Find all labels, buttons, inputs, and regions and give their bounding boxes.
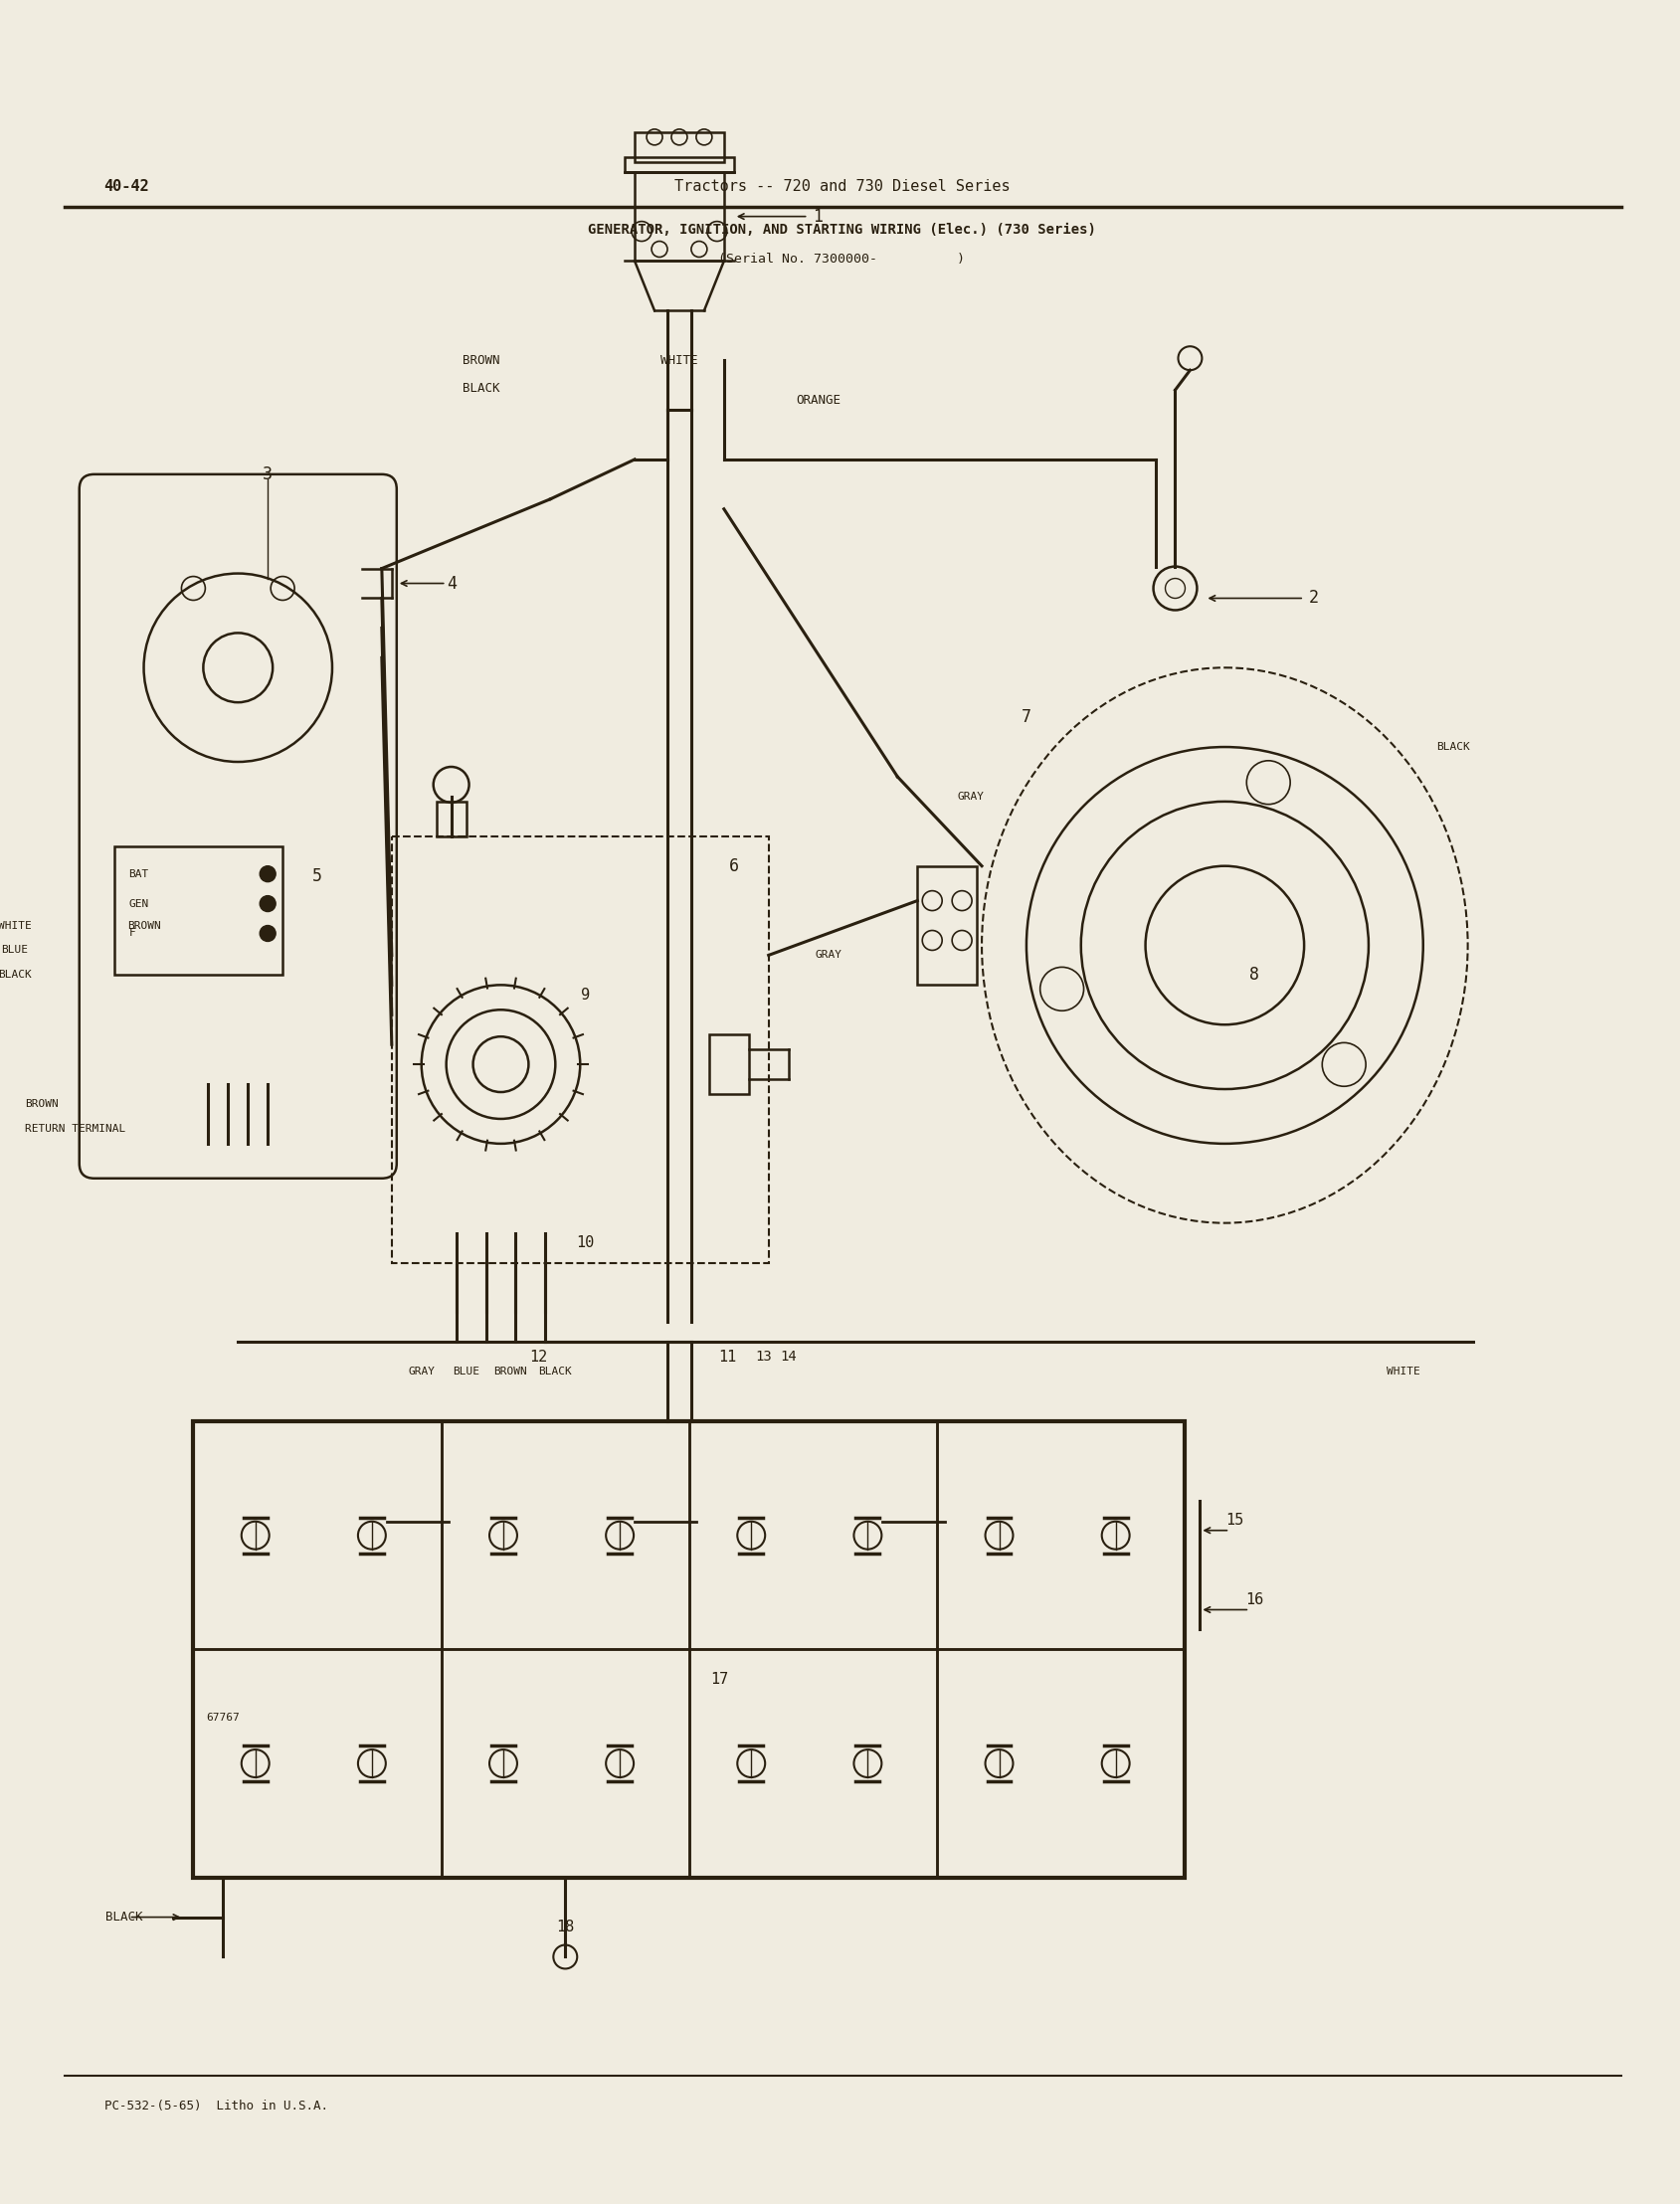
Text: 67767: 67767 bbox=[207, 1713, 240, 1724]
Text: F: F bbox=[129, 928, 136, 939]
Text: 14: 14 bbox=[780, 1349, 796, 1364]
Bar bbox=[193, 1422, 1184, 1878]
Text: GENERATOR, IGNITION, AND STARTING WIRING (Elec.) (730 Series): GENERATOR, IGNITION, AND STARTING WIRING… bbox=[588, 223, 1095, 236]
Text: 1: 1 bbox=[813, 207, 823, 225]
Bar bbox=[917, 866, 976, 985]
Circle shape bbox=[260, 866, 276, 882]
Text: BLACK: BLACK bbox=[462, 381, 499, 395]
Text: 18: 18 bbox=[556, 1920, 575, 1935]
Text: BROWN: BROWN bbox=[128, 921, 161, 930]
Text: (Serial No. 7300000-          ): (Serial No. 7300000- ) bbox=[719, 253, 966, 264]
Text: GEN: GEN bbox=[129, 899, 150, 908]
Text: GRAY: GRAY bbox=[815, 950, 842, 961]
Text: 17: 17 bbox=[711, 1671, 727, 1686]
Text: 12: 12 bbox=[529, 1349, 548, 1364]
Text: WHITE: WHITE bbox=[0, 921, 32, 930]
Text: GRAY: GRAY bbox=[958, 791, 984, 802]
Text: BLUE: BLUE bbox=[2, 946, 29, 954]
Text: 2: 2 bbox=[1309, 588, 1319, 606]
Bar bbox=[937, 1649, 1184, 1878]
Text: BLACK: BLACK bbox=[1436, 743, 1470, 752]
Bar bbox=[635, 132, 724, 161]
Bar bbox=[193, 1649, 442, 1878]
Text: 6: 6 bbox=[729, 857, 739, 875]
Text: BROWN: BROWN bbox=[25, 1100, 59, 1109]
Text: BAT: BAT bbox=[129, 868, 150, 879]
Bar bbox=[442, 1422, 689, 1649]
Text: 10: 10 bbox=[576, 1236, 595, 1250]
Text: RETURN TERMINAL: RETURN TERMINAL bbox=[25, 1124, 126, 1133]
Bar bbox=[635, 172, 724, 260]
Text: WHITE: WHITE bbox=[1386, 1366, 1420, 1378]
Text: Tractors -- 720 and 730 Diesel Series: Tractors -- 720 and 730 Diesel Series bbox=[674, 179, 1010, 194]
Text: 9: 9 bbox=[581, 987, 590, 1003]
Bar bbox=[437, 802, 465, 835]
Bar bbox=[709, 1034, 749, 1093]
Text: ORANGE: ORANGE bbox=[796, 395, 840, 406]
Text: 16: 16 bbox=[1245, 1591, 1263, 1607]
Bar bbox=[625, 156, 734, 172]
Text: 5: 5 bbox=[312, 866, 323, 884]
Text: WHITE: WHITE bbox=[660, 355, 697, 366]
Bar bbox=[193, 1422, 442, 1649]
Bar bbox=[442, 1649, 689, 1878]
Text: 11: 11 bbox=[717, 1349, 736, 1364]
Bar bbox=[114, 846, 282, 974]
Text: 7: 7 bbox=[1021, 707, 1032, 725]
Text: PC-532-(5-65)  Litho in U.S.A.: PC-532-(5-65) Litho in U.S.A. bbox=[104, 2098, 328, 2111]
Text: 15: 15 bbox=[1226, 1512, 1243, 1527]
Text: 3: 3 bbox=[262, 465, 272, 483]
Text: 4: 4 bbox=[447, 575, 457, 593]
Bar bbox=[689, 1649, 937, 1878]
Text: 40-42: 40-42 bbox=[104, 179, 150, 194]
Bar bbox=[937, 1422, 1184, 1649]
Text: BLUE: BLUE bbox=[452, 1366, 479, 1378]
Text: BLACK: BLACK bbox=[0, 970, 32, 981]
Text: BLACK: BLACK bbox=[539, 1366, 573, 1378]
Text: BROWN: BROWN bbox=[462, 355, 499, 366]
Bar bbox=[689, 1422, 937, 1649]
Bar bbox=[391, 835, 768, 1263]
Text: BLACK: BLACK bbox=[106, 1911, 143, 1924]
Text: 8: 8 bbox=[1250, 965, 1260, 983]
Text: GRAY: GRAY bbox=[408, 1366, 435, 1378]
Text: BROWN: BROWN bbox=[494, 1366, 528, 1378]
Circle shape bbox=[260, 926, 276, 941]
Circle shape bbox=[260, 895, 276, 912]
Text: 13: 13 bbox=[756, 1349, 771, 1364]
